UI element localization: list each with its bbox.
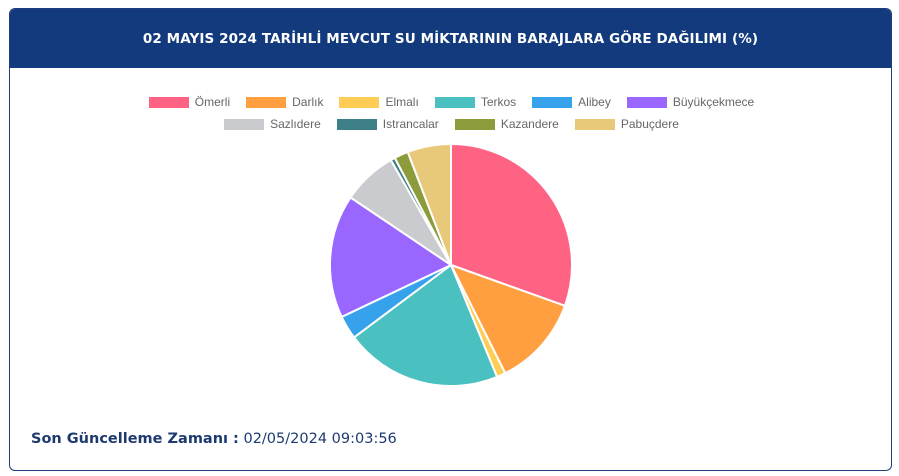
legend-label: Kazandere bbox=[500, 117, 559, 131]
legend-item[interactable]: Istrancalar bbox=[336, 117, 439, 131]
legend-swatch bbox=[148, 96, 189, 108]
pie-slice-ömerli[interactable] bbox=[450, 142, 573, 308]
legend-label: Terkos bbox=[480, 95, 517, 109]
legend-swatch bbox=[224, 118, 265, 130]
legend-label: Sazlıdere bbox=[270, 117, 321, 131]
legend-item[interactable]: Elmalı bbox=[339, 95, 419, 109]
chart-header: 02 MAYIS 2024 TARİHLİ MEVCUT SU MİKTARIN… bbox=[10, 9, 891, 68]
legend-item[interactable]: Ömerli bbox=[148, 95, 231, 109]
chart-card: 02 MAYIS 2024 TARİHLİ MEVCUT SU MİKTARIN… bbox=[9, 8, 892, 471]
legend-label: Darlık bbox=[292, 95, 324, 109]
legend-item[interactable]: Terkos bbox=[434, 95, 517, 109]
legend-swatch bbox=[626, 96, 667, 108]
legend-item[interactable]: Alibey bbox=[532, 95, 611, 109]
legend-label: Elmalı bbox=[385, 95, 419, 109]
chart-title: 02 MAYIS 2024 TARİHLİ MEVCUT SU MİKTARIN… bbox=[142, 30, 759, 47]
legend-swatch bbox=[246, 96, 287, 108]
legend-item[interactable]: Kazandere bbox=[454, 117, 559, 131]
last-update: Son Güncelleme Zamanı : 02/05/2024 09:03… bbox=[31, 431, 397, 447]
legend-label: Büyükçekmece bbox=[672, 95, 755, 109]
legend-swatch bbox=[454, 118, 495, 130]
last-update-value: 02/05/2024 09:03:56 bbox=[243, 431, 397, 447]
legend-swatch bbox=[336, 118, 377, 130]
pie-chart bbox=[329, 142, 573, 387]
legend-label: Istrancalar bbox=[382, 117, 439, 131]
legend-swatch bbox=[434, 96, 475, 108]
legend-label: Pabuçdere bbox=[620, 117, 679, 131]
pie-slice-darlık[interactable] bbox=[448, 263, 567, 375]
legend-item[interactable]: Pabuçdere bbox=[574, 117, 679, 131]
legend-label: Ömerli bbox=[194, 95, 231, 109]
legend-swatch bbox=[339, 96, 380, 108]
chart-legend: Ömerli Darlık Elmalı Terkos Alibey Büyükçekme… bbox=[10, 95, 891, 131]
pie-slice-büyükçekmece[interactable] bbox=[329, 196, 454, 319]
last-update-label: Son Güncelleme Zamanı : bbox=[31, 431, 239, 447]
legend-item[interactable]: Sazlıdere bbox=[224, 117, 321, 131]
legend-swatch bbox=[574, 118, 615, 130]
pie-slice-pabuçdere[interactable] bbox=[406, 142, 452, 266]
legend-item[interactable]: Darlık bbox=[246, 95, 323, 109]
legend-label: Alibey bbox=[578, 95, 611, 109]
legend-swatch bbox=[532, 96, 573, 108]
legend-item[interactable]: Büyükçekmece bbox=[626, 95, 755, 109]
pie-slice-terkos[interactable] bbox=[352, 263, 499, 387]
